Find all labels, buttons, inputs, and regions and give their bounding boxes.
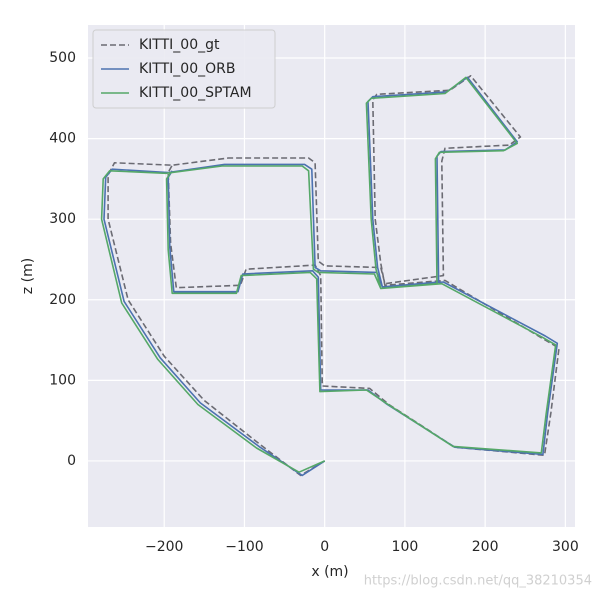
legend-label: KITTI_00_SPTAM [139, 85, 252, 101]
y-tick-label: 0 [67, 453, 76, 469]
y-tick-label: 300 [49, 211, 76, 227]
y-tick-label: 400 [49, 131, 76, 147]
x-tick-label: 0 [320, 539, 329, 555]
y-axis-label: z (m) [20, 258, 36, 294]
trajectory-line [100, 76, 557, 473]
watermark: https://blog.csdn.net/qq_38210354 [364, 574, 592, 589]
y-tick-label: 200 [49, 292, 76, 308]
x-tick-label: 200 [472, 539, 499, 555]
x-tick-label: −200 [145, 539, 183, 555]
x-axis-label: x (m) [311, 564, 348, 580]
legend-label: KITTI_00_gt [139, 37, 220, 53]
legend-label: KITTI_00_ORB [139, 61, 235, 77]
plot-area [88, 25, 575, 527]
x-tick-label: 300 [552, 539, 579, 555]
x-tick-label: −100 [225, 539, 263, 555]
y-tick-label: 100 [49, 372, 76, 388]
legend-box [92, 29, 276, 109]
y-tick-label: 500 [49, 50, 76, 66]
x-tick-label: 100 [392, 539, 419, 555]
